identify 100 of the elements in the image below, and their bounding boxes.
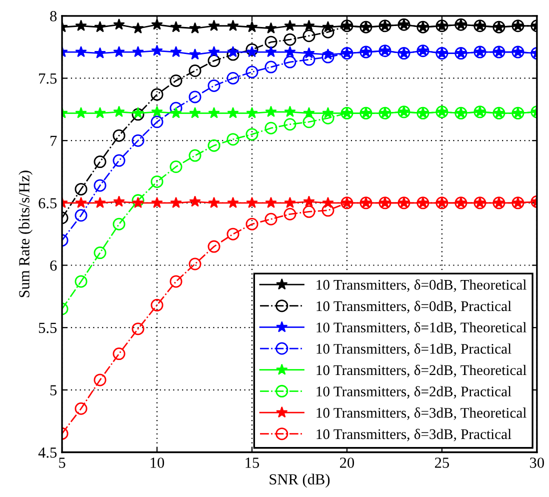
point bbox=[75, 20, 87, 31]
point bbox=[246, 107, 258, 118]
point bbox=[264, 212, 278, 226]
point bbox=[112, 348, 126, 360]
legend-label: 10 Transmitters, δ=0dB, Practical bbox=[316, 300, 512, 314]
point bbox=[94, 246, 106, 260]
point bbox=[284, 208, 296, 220]
point bbox=[284, 106, 296, 117]
point bbox=[302, 116, 316, 128]
y-tick-label: 6 bbox=[50, 260, 57, 271]
point bbox=[226, 133, 240, 146]
point bbox=[303, 196, 315, 207]
point bbox=[246, 196, 258, 208]
point bbox=[74, 209, 88, 222]
point bbox=[94, 107, 106, 118]
point bbox=[74, 275, 88, 288]
legend-label: 10 Transmitters, δ=0dB, Theoretical bbox=[316, 279, 526, 292]
point bbox=[132, 196, 144, 208]
point bbox=[226, 48, 240, 61]
point bbox=[208, 54, 220, 68]
point bbox=[170, 275, 182, 288]
point bbox=[246, 66, 258, 78]
point bbox=[113, 106, 125, 117]
point bbox=[112, 129, 126, 142]
y-tick-label: 4.5 bbox=[38, 448, 57, 458]
point bbox=[246, 46, 258, 58]
x-tick-label: 10 bbox=[150, 458, 164, 468]
point bbox=[189, 48, 201, 60]
point bbox=[208, 139, 220, 152]
point bbox=[208, 196, 220, 208]
point bbox=[227, 46, 239, 58]
legend-label: 10 Transmitters, δ=1dB, Practical bbox=[316, 343, 512, 356]
point bbox=[170, 21, 182, 32]
point bbox=[170, 74, 182, 87]
point bbox=[150, 175, 164, 188]
x-tick-label: 30 bbox=[530, 458, 544, 468]
point bbox=[170, 46, 182, 58]
point bbox=[94, 179, 106, 192]
x-tick-label: 20 bbox=[340, 458, 354, 468]
point bbox=[94, 156, 106, 168]
point bbox=[170, 107, 182, 118]
point bbox=[302, 53, 316, 66]
point bbox=[246, 128, 258, 141]
point bbox=[170, 196, 182, 208]
point bbox=[188, 149, 202, 162]
point bbox=[284, 33, 296, 46]
point bbox=[208, 20, 220, 31]
point bbox=[188, 90, 202, 104]
point bbox=[113, 196, 125, 207]
x-axis-title: SNR (dB) bbox=[270, 474, 330, 488]
point bbox=[112, 154, 126, 167]
point bbox=[151, 18, 163, 30]
point bbox=[284, 118, 296, 131]
x-tick-label: 5 bbox=[59, 458, 66, 468]
point bbox=[74, 182, 88, 196]
point bbox=[302, 205, 316, 218]
point bbox=[265, 46, 277, 58]
point bbox=[265, 22, 277, 34]
point bbox=[94, 21, 106, 32]
point bbox=[284, 196, 296, 208]
legend-label: 10 Transmitters, δ=1dB, Theoretical bbox=[316, 322, 526, 335]
point bbox=[264, 122, 278, 134]
point bbox=[75, 107, 87, 118]
point bbox=[302, 30, 316, 42]
point bbox=[189, 22, 201, 34]
point bbox=[264, 36, 278, 48]
point bbox=[113, 46, 125, 58]
point bbox=[132, 322, 144, 336]
point bbox=[284, 56, 296, 68]
point bbox=[94, 196, 106, 208]
point bbox=[170, 160, 182, 174]
point bbox=[246, 218, 258, 230]
point bbox=[246, 21, 258, 32]
legend-label: 10 Transmitters, δ=2dB, Theoretical bbox=[316, 364, 526, 378]
point bbox=[151, 106, 163, 117]
y-tick-label: 7.5 bbox=[39, 74, 57, 84]
point bbox=[188, 64, 202, 78]
point bbox=[150, 298, 164, 312]
y-tick-label: 6.5 bbox=[38, 198, 57, 208]
point bbox=[227, 107, 239, 118]
legend-label: 10 Transmitters, δ=2dB, Practical bbox=[316, 386, 512, 399]
point bbox=[132, 107, 144, 118]
point bbox=[265, 196, 277, 208]
point bbox=[246, 43, 258, 56]
x-tick-label: 25 bbox=[434, 458, 449, 468]
point bbox=[284, 46, 296, 58]
point bbox=[113, 18, 125, 30]
point bbox=[74, 402, 88, 415]
point bbox=[132, 108, 144, 121]
y-tick-label: 5.5 bbox=[38, 322, 57, 334]
point bbox=[226, 72, 240, 84]
legend-label: 10 Transmitters, δ=3dB, Practical bbox=[316, 428, 512, 442]
point bbox=[189, 107, 201, 118]
point bbox=[227, 20, 239, 31]
point bbox=[112, 218, 126, 230]
point bbox=[132, 22, 144, 34]
point bbox=[322, 204, 334, 217]
point bbox=[150, 88, 164, 101]
legend-label: 10 Transmitters, δ=3dB, Theoretical bbox=[316, 407, 526, 420]
x-tick-label: 15 bbox=[246, 458, 260, 468]
